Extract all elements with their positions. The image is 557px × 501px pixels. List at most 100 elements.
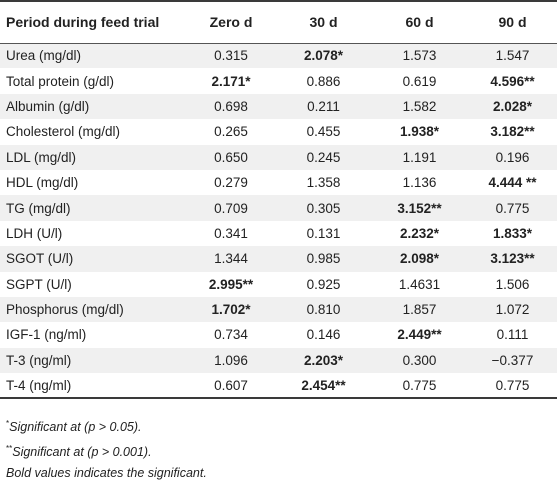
table-row: LDH (U/l) 0.341 0.131 2.232* 1.833*	[0, 220, 557, 247]
table-cell-value: 0.925	[306, 276, 341, 292]
table-cell-value: 0.810	[306, 302, 341, 318]
table-cell-value: 0.146	[306, 327, 341, 343]
row-parameter-label: HDL (mg/dl)	[6, 175, 79, 191]
footnote-text: Significant at (p > 0.001).	[12, 445, 152, 459]
table-cell-value: 2.171*	[211, 73, 251, 89]
column-header-zero-d: Zero d	[186, 0, 276, 44]
table-cell-value: 2.098*	[399, 251, 440, 267]
table-cell-value: 0.985	[306, 251, 341, 267]
table-row: IGF-1 (ng/ml) 0.734 0.146 2.449** 0.111	[0, 322, 557, 348]
row-parameter-label: Total protein (g/dl)	[6, 73, 115, 89]
table-cell-value: 2.995**	[208, 276, 254, 292]
table-cell-value: 0.455	[306, 124, 341, 140]
row-parameter-label: T-4 (ng/ml)	[0, 373, 186, 400]
table-cell-value: 0.886	[306, 73, 341, 89]
column-header-60-d: 60 d	[371, 0, 468, 44]
table-cell-value: 0.698	[214, 98, 248, 114]
table-cell-value: 3.123**	[490, 251, 535, 267]
table-cell-value: 0.734	[214, 327, 248, 343]
table-row: Urea (mg/dl) 0.315 2.078* 1.573 1.547	[0, 43, 557, 69]
column-header-30-d: 30 d	[276, 0, 371, 44]
footnote-mark: **	[6, 444, 13, 453]
table-cell-value: 0.279	[214, 175, 248, 191]
table-cell-value: 1.191	[402, 149, 437, 165]
table-cell-value: 0.211	[307, 98, 340, 114]
table-row: LDL (mg/dl) 0.650 0.245 1.191 0.196	[0, 144, 557, 170]
footnote-text: Significant at (p > 0.05).	[9, 420, 142, 434]
table-cell-value: 0.619	[402, 73, 437, 89]
table-cell-value: 2.203*	[303, 352, 344, 368]
table-cell-value: 1.857	[402, 302, 437, 318]
table-cell-value: 1.938*	[399, 124, 440, 140]
table-cell-value: 2.078*	[303, 48, 344, 64]
footnote: **Significant at (p > 0.001).	[6, 438, 207, 463]
table-cell-value: 2.449**	[397, 327, 442, 343]
column-header-period: Period during feed trial	[0, 0, 186, 44]
table-cell-value: 1.702*	[211, 302, 251, 318]
row-parameter-label: Urea (mg/dl)	[6, 48, 82, 64]
row-parameter-label: SGPT (U/l)	[6, 276, 72, 292]
footnote: *Significant at (p > 0.05).	[6, 413, 207, 438]
table-cell-value: 0.305	[306, 200, 341, 216]
row-parameter-label: T-3 (ng/ml)	[6, 352, 72, 368]
row-parameter-label: IGF-1 (ng/ml)	[6, 327, 87, 343]
table-row: T-3 (ng/ml) 1.096 2.203* 0.300 −0.377	[0, 347, 557, 374]
table-row: Cholesterol (mg/dl) 0.265 0.455 1.938* 3.182…	[0, 119, 557, 145]
table-cell-value: 0.131	[306, 225, 341, 241]
table-cell-value: 4.596**	[490, 73, 535, 89]
table-cell-value: 1.4631	[398, 276, 441, 292]
footnote-text: Bold values indicates the significant.	[6, 466, 207, 480]
table-cell-value: 0.111	[496, 327, 529, 343]
footnote: Bold values indicates the significant.	[6, 463, 207, 484]
table-cell-value: 1.506	[495, 276, 530, 292]
table-footnotes: *Significant at (p > 0.05). **Significant…	[6, 413, 207, 484]
footnote-mark: *	[6, 419, 10, 428]
table-cell-value: 0.265	[214, 124, 248, 140]
table-row: HDL (mg/dl) 0.279 1.358 1.136 4.444 **	[0, 169, 557, 196]
header-row: Period during feed trial Zero d 30 d 60 …	[0, 0, 557, 44]
table-cell-value: −0.377	[491, 352, 534, 368]
table-cell-value: 0.196	[495, 149, 530, 165]
table-header: Period during feed trial Zero d 30 d 60 …	[0, 0, 557, 44]
table-cell-value: 0.775	[371, 373, 468, 400]
table-cell-value: 1.072	[495, 302, 530, 318]
table-cell-value: 1.096	[214, 352, 248, 368]
table-cell-value: 0.300	[402, 352, 437, 368]
table-cell-value: 2.454**	[276, 373, 371, 400]
table-cell-value: 3.152**	[397, 200, 442, 216]
table-row: Total protein (g/dl) 2.171* 0.886 0.619 4.59…	[0, 68, 557, 94]
table-row: SGPT (U/l) 2.995** 0.925 1.4631 1.506	[0, 271, 557, 297]
table-cell-value: 1.582	[402, 98, 437, 114]
table-cell-value: 0.775	[468, 373, 557, 400]
table-row: Albumin (g/dl) 0.698 0.211 1.582 2.028*	[0, 93, 557, 120]
table-row: TG (mg/dl) 0.709 0.305 3.152** 0.775	[0, 195, 557, 221]
table-body: Urea (mg/dl) 0.315 2.078* 1.573 1.547 Total p…	[0, 43, 557, 400]
table-cell-value: 0.709	[214, 200, 248, 216]
table-row: Phosphorus (mg/dl) 1.702* 0.810 1.857 1.072	[0, 296, 557, 323]
table-cell-value: 2.028*	[492, 98, 533, 114]
column-header-90-d: 90 d	[468, 0, 557, 44]
row-parameter-label: TG (mg/dl)	[6, 200, 71, 216]
table-cell-value: 2.232*	[399, 225, 440, 241]
table-cell-value: 1.547	[495, 48, 530, 64]
table-cell-value: 0.650	[214, 149, 248, 165]
table-row: T-4 (ng/ml) 0.607 2.454** 0.775 0.775	[0, 373, 557, 400]
table-cell-value: 0.341	[214, 225, 248, 241]
table-cell-value: 0.245	[306, 149, 341, 165]
table-cell-value: 0.315	[214, 48, 248, 64]
table-cell-value: 0.607	[186, 373, 276, 400]
row-parameter-label: Phosphorus (mg/dl)	[6, 302, 124, 318]
table-cell-value: 1.833*	[492, 225, 533, 241]
results-table: Period during feed trial Zero d 30 d 60 …	[0, 0, 557, 400]
table-row: SGOT (U/l) 1.344 0.985 2.098* 3.123**	[0, 246, 557, 272]
row-parameter-label: Albumin (g/dl)	[6, 98, 90, 114]
table-cell-value: 1.344	[214, 251, 248, 267]
row-parameter-label: LDL (mg/dl)	[6, 149, 77, 165]
row-parameter-label: SGOT (U/l)	[6, 251, 74, 267]
table-cell-value: 1.136	[402, 175, 437, 191]
table-cell-value: 0.775	[495, 200, 530, 216]
row-parameter-label: LDH (U/l)	[6, 225, 63, 241]
table-cell-value: 4.444 **	[488, 175, 537, 191]
row-parameter-label: Cholesterol (mg/dl)	[6, 124, 121, 140]
